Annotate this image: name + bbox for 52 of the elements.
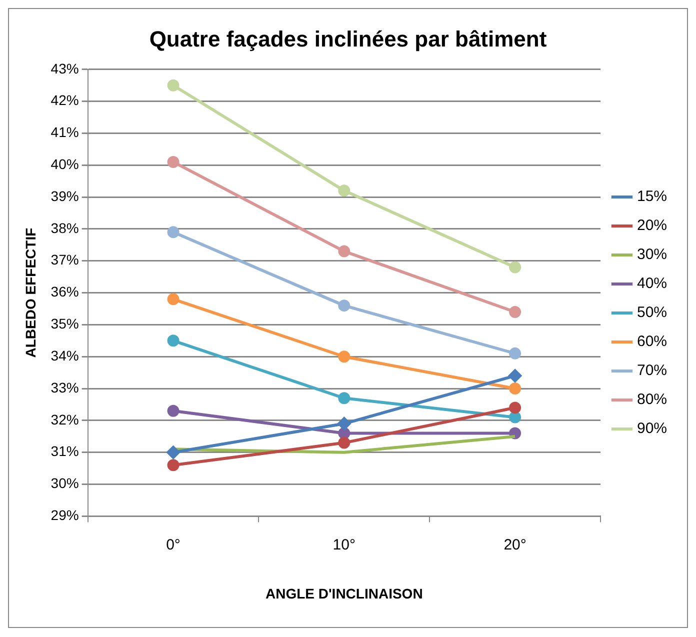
point (338, 350, 350, 363)
y-tick-label: 32% (50, 411, 79, 428)
point (166, 446, 180, 459)
legend-label: 30% (636, 246, 668, 264)
point (167, 334, 180, 347)
legend-label: 80% (636, 391, 668, 408)
point (508, 369, 522, 382)
point (167, 156, 180, 168)
y-tick-label: 29% (50, 507, 79, 524)
legend-label: 20% (636, 217, 668, 234)
point (167, 226, 180, 238)
point (167, 79, 180, 92)
point (509, 402, 522, 414)
y-tick-label: 42% (50, 92, 79, 108)
point (509, 411, 522, 424)
y-tick-label: 34% (50, 347, 79, 364)
x-tick-label: 0° (166, 536, 180, 554)
x-tick-label: 10° (332, 536, 356, 554)
y-tick-label: 36% (50, 284, 79, 300)
y-tick-label: 37% (50, 252, 79, 268)
y-tick-label: 33% (50, 379, 79, 396)
point (338, 392, 350, 404)
point (338, 184, 350, 197)
point (509, 382, 522, 395)
y-tick-label: 39% (50, 188, 79, 204)
point (509, 261, 522, 274)
y-tick-label: 41% (50, 124, 79, 140)
y-tick-label: 38% (50, 220, 79, 236)
legend-label: 70% (636, 362, 668, 380)
point (338, 436, 350, 449)
legend-label: 60% (636, 333, 668, 350)
point (167, 459, 180, 472)
x-axis-title: ANGLE D'INCLINAISON (265, 585, 423, 602)
chart-title: Quatre façades inclinées par bâtiment (149, 26, 548, 52)
point (338, 245, 350, 258)
y-axis-title: ALBEDO EFFECTIF (22, 227, 38, 358)
point (338, 300, 350, 312)
x-tick-label: 20° (504, 536, 526, 554)
point (338, 417, 351, 430)
y-tick-label: 43% (50, 60, 79, 76)
legend-label: 40% (636, 275, 668, 292)
point (509, 306, 522, 318)
y-tick-label: 30% (50, 475, 79, 492)
y-tick-label: 35% (50, 316, 79, 332)
point (509, 347, 522, 360)
point (167, 404, 180, 417)
y-tick-label: 40% (50, 156, 79, 172)
y-tick-label: 31% (50, 443, 79, 460)
legend-label: 15% (636, 188, 668, 206)
point (167, 293, 180, 306)
legend-label: 90% (636, 420, 668, 438)
legend-label: 50% (636, 304, 668, 322)
